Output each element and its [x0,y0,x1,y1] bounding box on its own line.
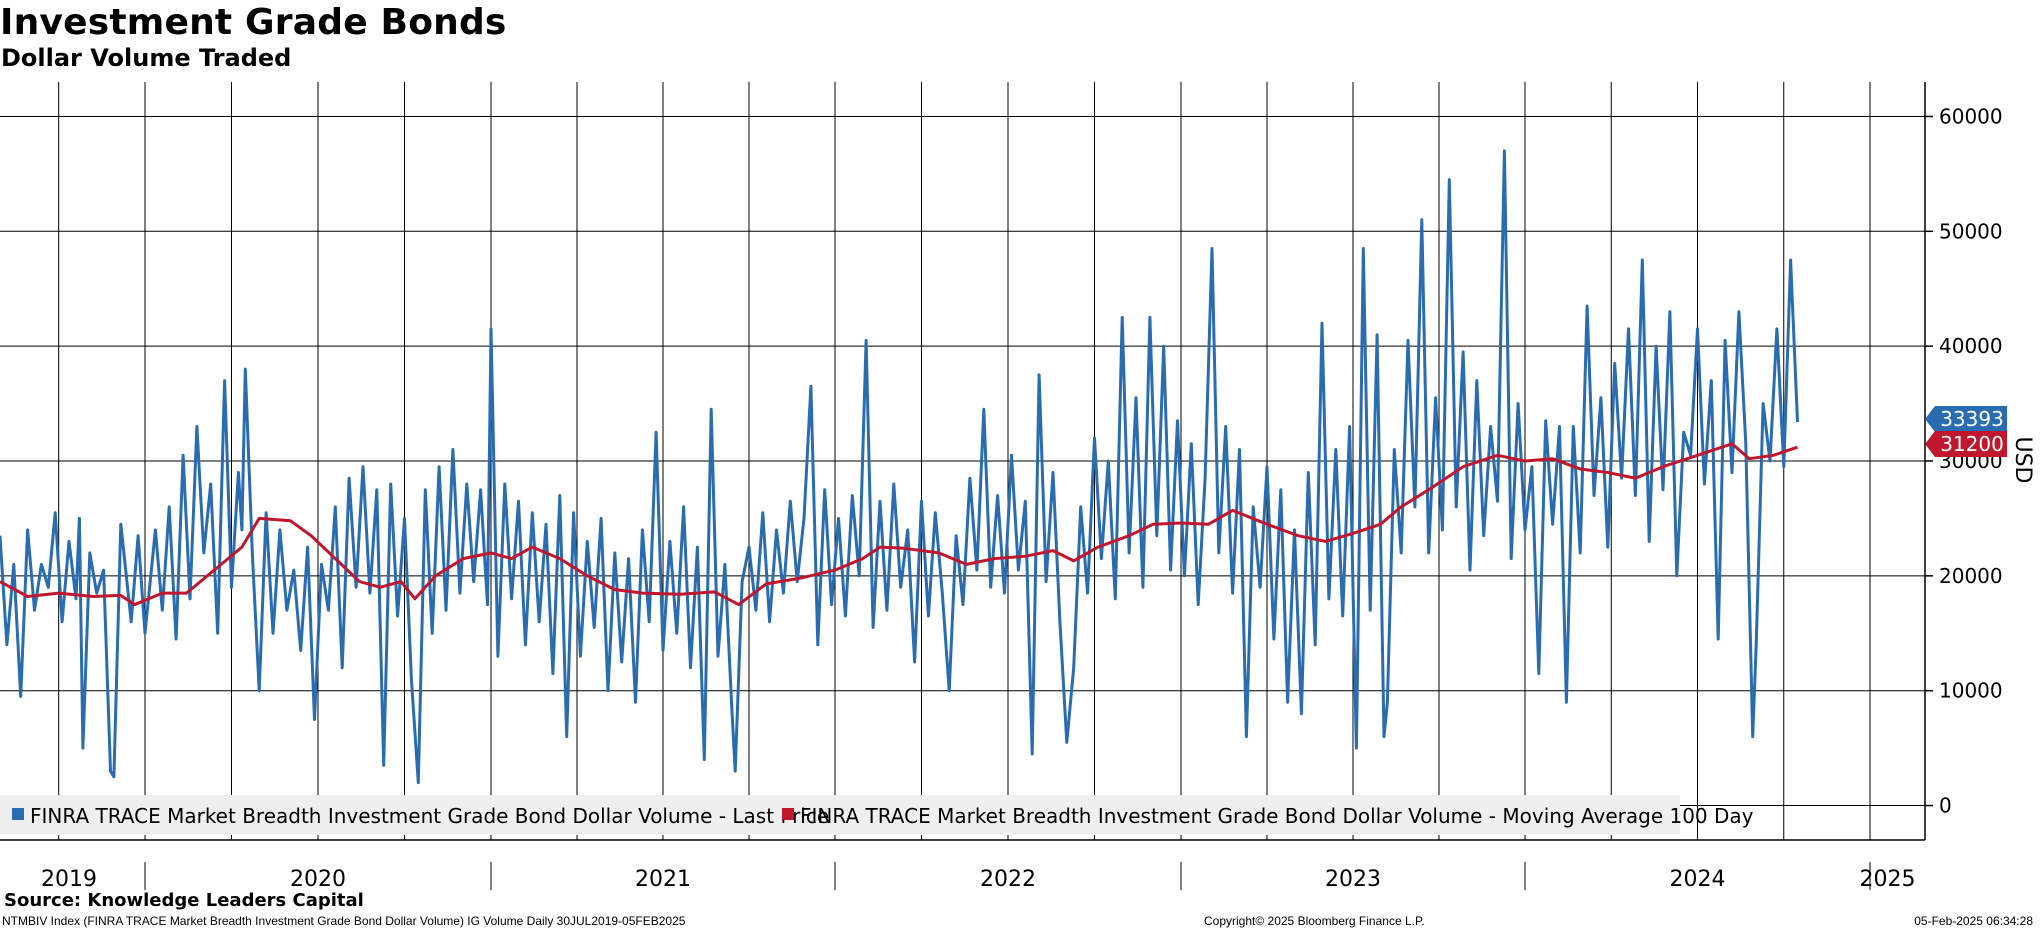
copyright-note: Copyright© 2025 Bloomberg Finance L.P. [1204,914,1425,928]
series-line-last-price [0,149,1799,785]
y-tick-label: 50000 [1939,219,2003,243]
x-tick-label: 2019 [41,867,97,892]
x-tick-label: 2024 [1670,867,1726,892]
chart-subtitle: Dollar Volume Traded [1,44,292,72]
x-tick-label: 2020 [290,867,346,892]
moving-average-value-badge: 31200 [1940,432,2004,456]
x-tick-label: 2022 [980,867,1036,892]
legend-box [0,795,1680,835]
x-tick-label: 2021 [635,867,691,892]
last-price-value-badge-bg [1925,406,2007,432]
series-line-moving-average [0,442,1798,607]
x-tick-label: 2025 [1860,867,1916,892]
timestamp: 05-Feb-2025 06:34:28 [1914,914,2033,928]
moving-average-value-badge-bg [1925,431,2007,457]
legend-entry: FINRA TRACE Market Breadth Investment Gr… [800,804,1754,828]
legend-entry: FINRA TRACE Market Breadth Investment Gr… [30,804,829,828]
y-tick-label: 20000 [1939,564,2003,588]
y-tick-label: 10000 [1939,679,2003,703]
source-note: Source: Knowledge Leaders Capital [4,890,364,911]
legend-swatch [782,808,794,820]
legend-swatch [12,808,24,820]
x-tick-label: 2023 [1325,867,1381,892]
chart-title: Investment Grade Bonds [0,2,507,43]
y-tick-label: 40000 [1939,334,2003,358]
last-price-value-badge: 33393 [1940,407,2004,431]
y-axis-label: USD [2010,436,2035,483]
y-tick-label: 60000 [1939,104,2003,128]
y-tick-label: 0 [1939,794,1952,818]
ticker-description: NTMBIV Index (FINRA TRACE Market Breadth… [2,914,686,928]
